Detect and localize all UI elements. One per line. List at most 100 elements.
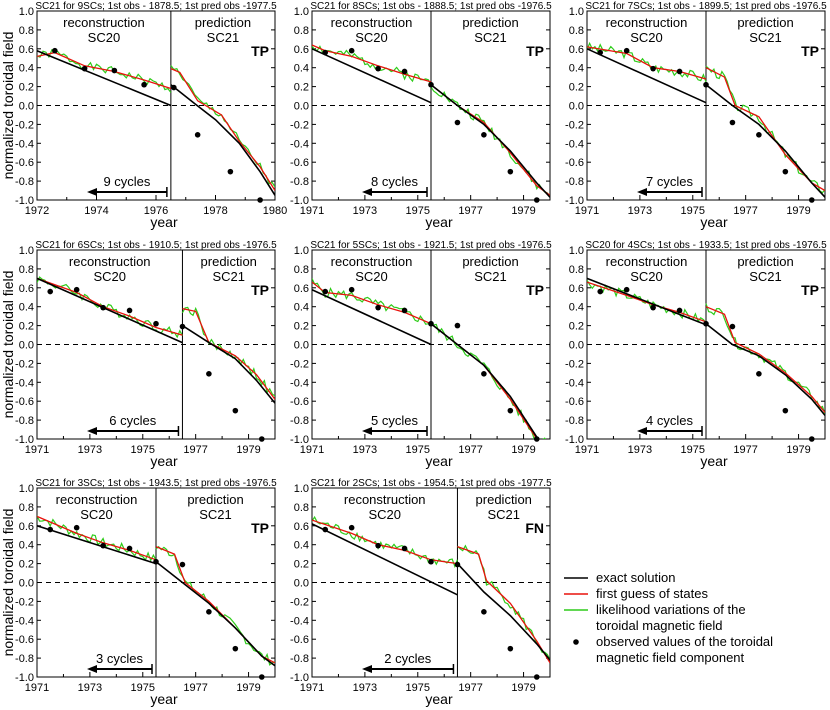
observed-point: [782, 168, 789, 175]
exact-solution-line: [587, 48, 707, 104]
observed-point: [481, 370, 487, 377]
x-tick-label: 1975: [131, 682, 155, 694]
y-tick-label: 0.8: [569, 25, 584, 37]
y-tick-label: 0.6: [19, 521, 34, 533]
y-tick-label: -0.2: [565, 119, 584, 131]
observed-point: [533, 197, 540, 203]
observed-point: [73, 524, 80, 531]
plot-area: [312, 515, 550, 664]
y-tick-label: -0.6: [290, 157, 309, 169]
y-tick-label: 0.6: [569, 44, 584, 56]
x-tick-label: 1973: [353, 444, 377, 456]
exact-solution-line: [430, 323, 540, 439]
observed-point: [401, 68, 408, 75]
y-tick-label: 0.8: [294, 264, 309, 276]
observed-point: [375, 542, 381, 549]
exact-solution-line: [312, 48, 432, 104]
exact-solution-line: [430, 84, 550, 198]
x-axis-label: year: [425, 214, 453, 230]
observed-point: [533, 674, 540, 680]
x-tick-label: 1979: [786, 205, 810, 217]
y-tick-label: 0.0: [294, 101, 309, 113]
x-axis-label: year: [150, 453, 178, 469]
y-tick-label: 0.8: [19, 25, 34, 37]
first-guess-line: [37, 51, 172, 90]
y-tick-label: 0.0: [294, 340, 309, 352]
cycles-label: 3 cycles: [96, 651, 143, 666]
x-tick-label: 1975: [681, 205, 705, 217]
exact-solution-line: [705, 323, 825, 416]
observed-point: [111, 67, 118, 74]
y-tick-label: -0.8: [15, 653, 34, 665]
x-tick-label: 1977: [183, 682, 207, 694]
y-tick-label: -0.2: [565, 358, 584, 370]
exact-solution-line: [37, 277, 183, 344]
region-label-sc21: SC21: [474, 269, 507, 284]
observed-point: [533, 436, 540, 442]
observed-point: [227, 168, 234, 175]
observed-point: [808, 197, 815, 203]
observed-point: [232, 645, 239, 652]
likelihood-line: [37, 49, 172, 93]
y-tick-label: 0.8: [19, 502, 34, 514]
y-tick-label: -0.8: [290, 653, 309, 665]
likelihood-line: [587, 41, 707, 83]
likelihood-line: [705, 65, 825, 194]
y-tick-label: -0.2: [290, 596, 309, 608]
observed-point: [81, 65, 88, 72]
cycles-label: 6 cycles: [109, 413, 156, 428]
chart-title: SC21 for 5SCs; 1st obs - 1921.5; 1st pre…: [310, 240, 552, 251]
y-tick-label: 1.0: [569, 6, 584, 18]
y-tick-label: -0.4: [15, 615, 34, 627]
x-tick-label: 1977: [458, 205, 482, 217]
exact-solution-line: [456, 563, 550, 661]
cycles-arrow-head: [637, 188, 647, 196]
y-tick-label: 0.6: [19, 44, 34, 56]
y-tick-label: 0.4: [19, 540, 34, 552]
x-tick-label: 1971: [575, 205, 599, 217]
likelihood-line: [181, 306, 275, 397]
observed-point: [322, 288, 329, 295]
cycles-arrow-head: [87, 188, 97, 196]
x-tick-label: 1973: [628, 444, 652, 456]
observed-point: [401, 545, 408, 552]
observed-point: [126, 545, 133, 552]
observed-point: [348, 47, 355, 54]
legend-label: first guess of states: [596, 586, 708, 601]
first-guess-line: [430, 323, 538, 439]
region-label-prediction: prediction: [195, 15, 251, 30]
y-tick-label: -1.0: [290, 195, 309, 207]
legend-label: toroidal magnetic field: [596, 618, 722, 633]
verification-code: FN: [525, 520, 544, 536]
observed-point: [703, 320, 709, 327]
exact-solution-line: [181, 324, 275, 404]
region-label-reconstruction: reconstruction: [344, 492, 426, 507]
cycles-arrow-head: [362, 665, 372, 673]
observed-point: [348, 524, 355, 531]
y-tick-label: -0.8: [565, 415, 584, 427]
x-tick-label: 1978: [203, 205, 227, 217]
observed-point: [206, 608, 212, 615]
y-axis-labels: normalized toroidal field normalized toro…: [0, 32, 16, 657]
y-tick-label: 1.0: [19, 6, 34, 18]
x-tick-label: 1971: [300, 205, 324, 217]
legend-swatch: [573, 639, 579, 645]
x-tick-label: 1975: [131, 444, 155, 456]
observed-point: [179, 323, 186, 330]
first-guess-line: [587, 46, 707, 80]
observed-point: [322, 49, 329, 56]
y-tick-label: -0.6: [290, 396, 309, 408]
x-tick-label: 1975: [681, 444, 705, 456]
chart-title: SC21 for 2SCs; 1st obs - 1954.5; 1st pre…: [310, 478, 552, 489]
x-tick-label: 1972: [25, 205, 49, 217]
exact-solution-line: [312, 288, 432, 346]
region-label-reconstruction: reconstruction: [63, 15, 145, 30]
exact-solution-line: [37, 49, 172, 107]
legend-label: likelihood variations of the: [596, 602, 746, 617]
region-label-prediction: prediction: [201, 254, 257, 269]
y-tick-label: -0.2: [290, 358, 309, 370]
region-label-reconstruction: reconstruction: [56, 492, 138, 507]
y-tick-label: -0.4: [290, 615, 309, 627]
x-tick-label: 1974: [84, 205, 108, 217]
y-tick-label: 0.4: [294, 63, 309, 75]
